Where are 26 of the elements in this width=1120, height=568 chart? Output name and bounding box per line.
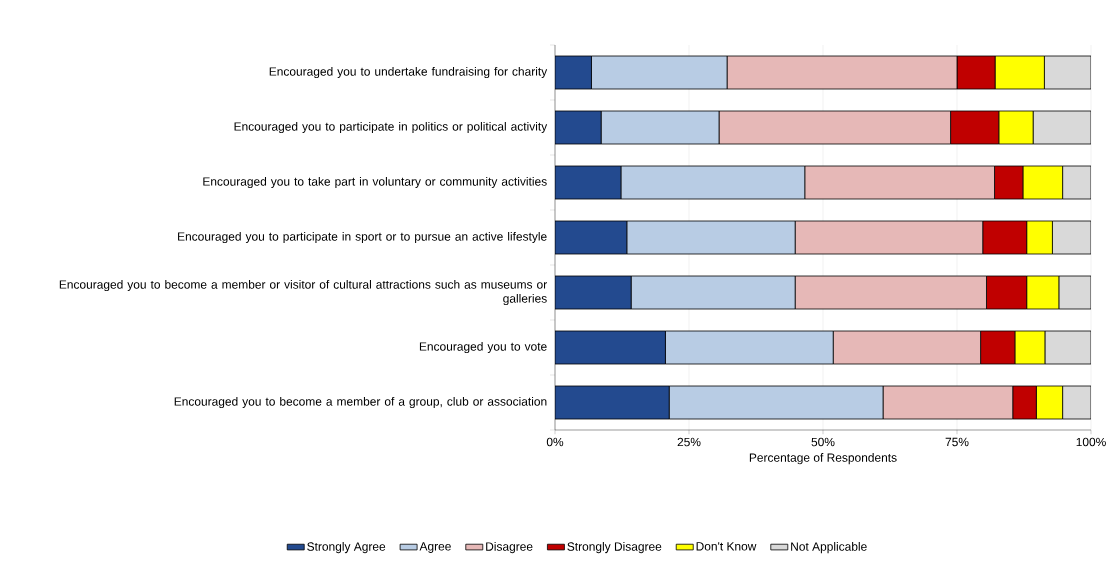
x-tick-label: 25% [677, 437, 701, 447]
legend-label: Disagree [486, 541, 533, 554]
legend-label: Strongly Disagree [567, 541, 662, 554]
bar [555, 275, 632, 310]
bar [555, 110, 602, 145]
y-tick-label: Encouraged you to vote [419, 341, 547, 354]
x-tick-label: 0% [546, 437, 564, 447]
bar [555, 385, 670, 420]
x-tick-label: 100% [1076, 437, 1106, 447]
y-tick-label: Encouraged you to participate in sport or to pursue an active lifestyle [178, 231, 547, 244]
y-tick-label: Encouraged you to become a member or visitor of cultural attractions such as museums or galleries [59, 279, 547, 306]
bar [555, 220, 628, 255]
y-tick-label: Encouraged you to take part in voluntary or community activities [203, 176, 547, 189]
legend-label: Don't Know [696, 542, 757, 551]
x-axis-title: Percentage of Respondents [749, 453, 897, 465]
x-tick-label: 75% [945, 437, 969, 447]
bar [555, 55, 592, 90]
y-tick-label: Encouraged you to participate in politics or political activity [234, 121, 548, 134]
bar [555, 165, 622, 200]
legend-label: Agree [419, 542, 451, 553]
legend-label: Not Applicable [791, 541, 867, 554]
x-tick-label: 50% [811, 437, 835, 447]
bar [555, 330, 666, 365]
y-tick-label: Encouraged you to undertake fundraising for charity [269, 66, 548, 79]
legend-label: Strongly Agree [307, 541, 386, 554]
y-tick-label: Encouraged you to become a member of a group, club or association [174, 396, 547, 409]
